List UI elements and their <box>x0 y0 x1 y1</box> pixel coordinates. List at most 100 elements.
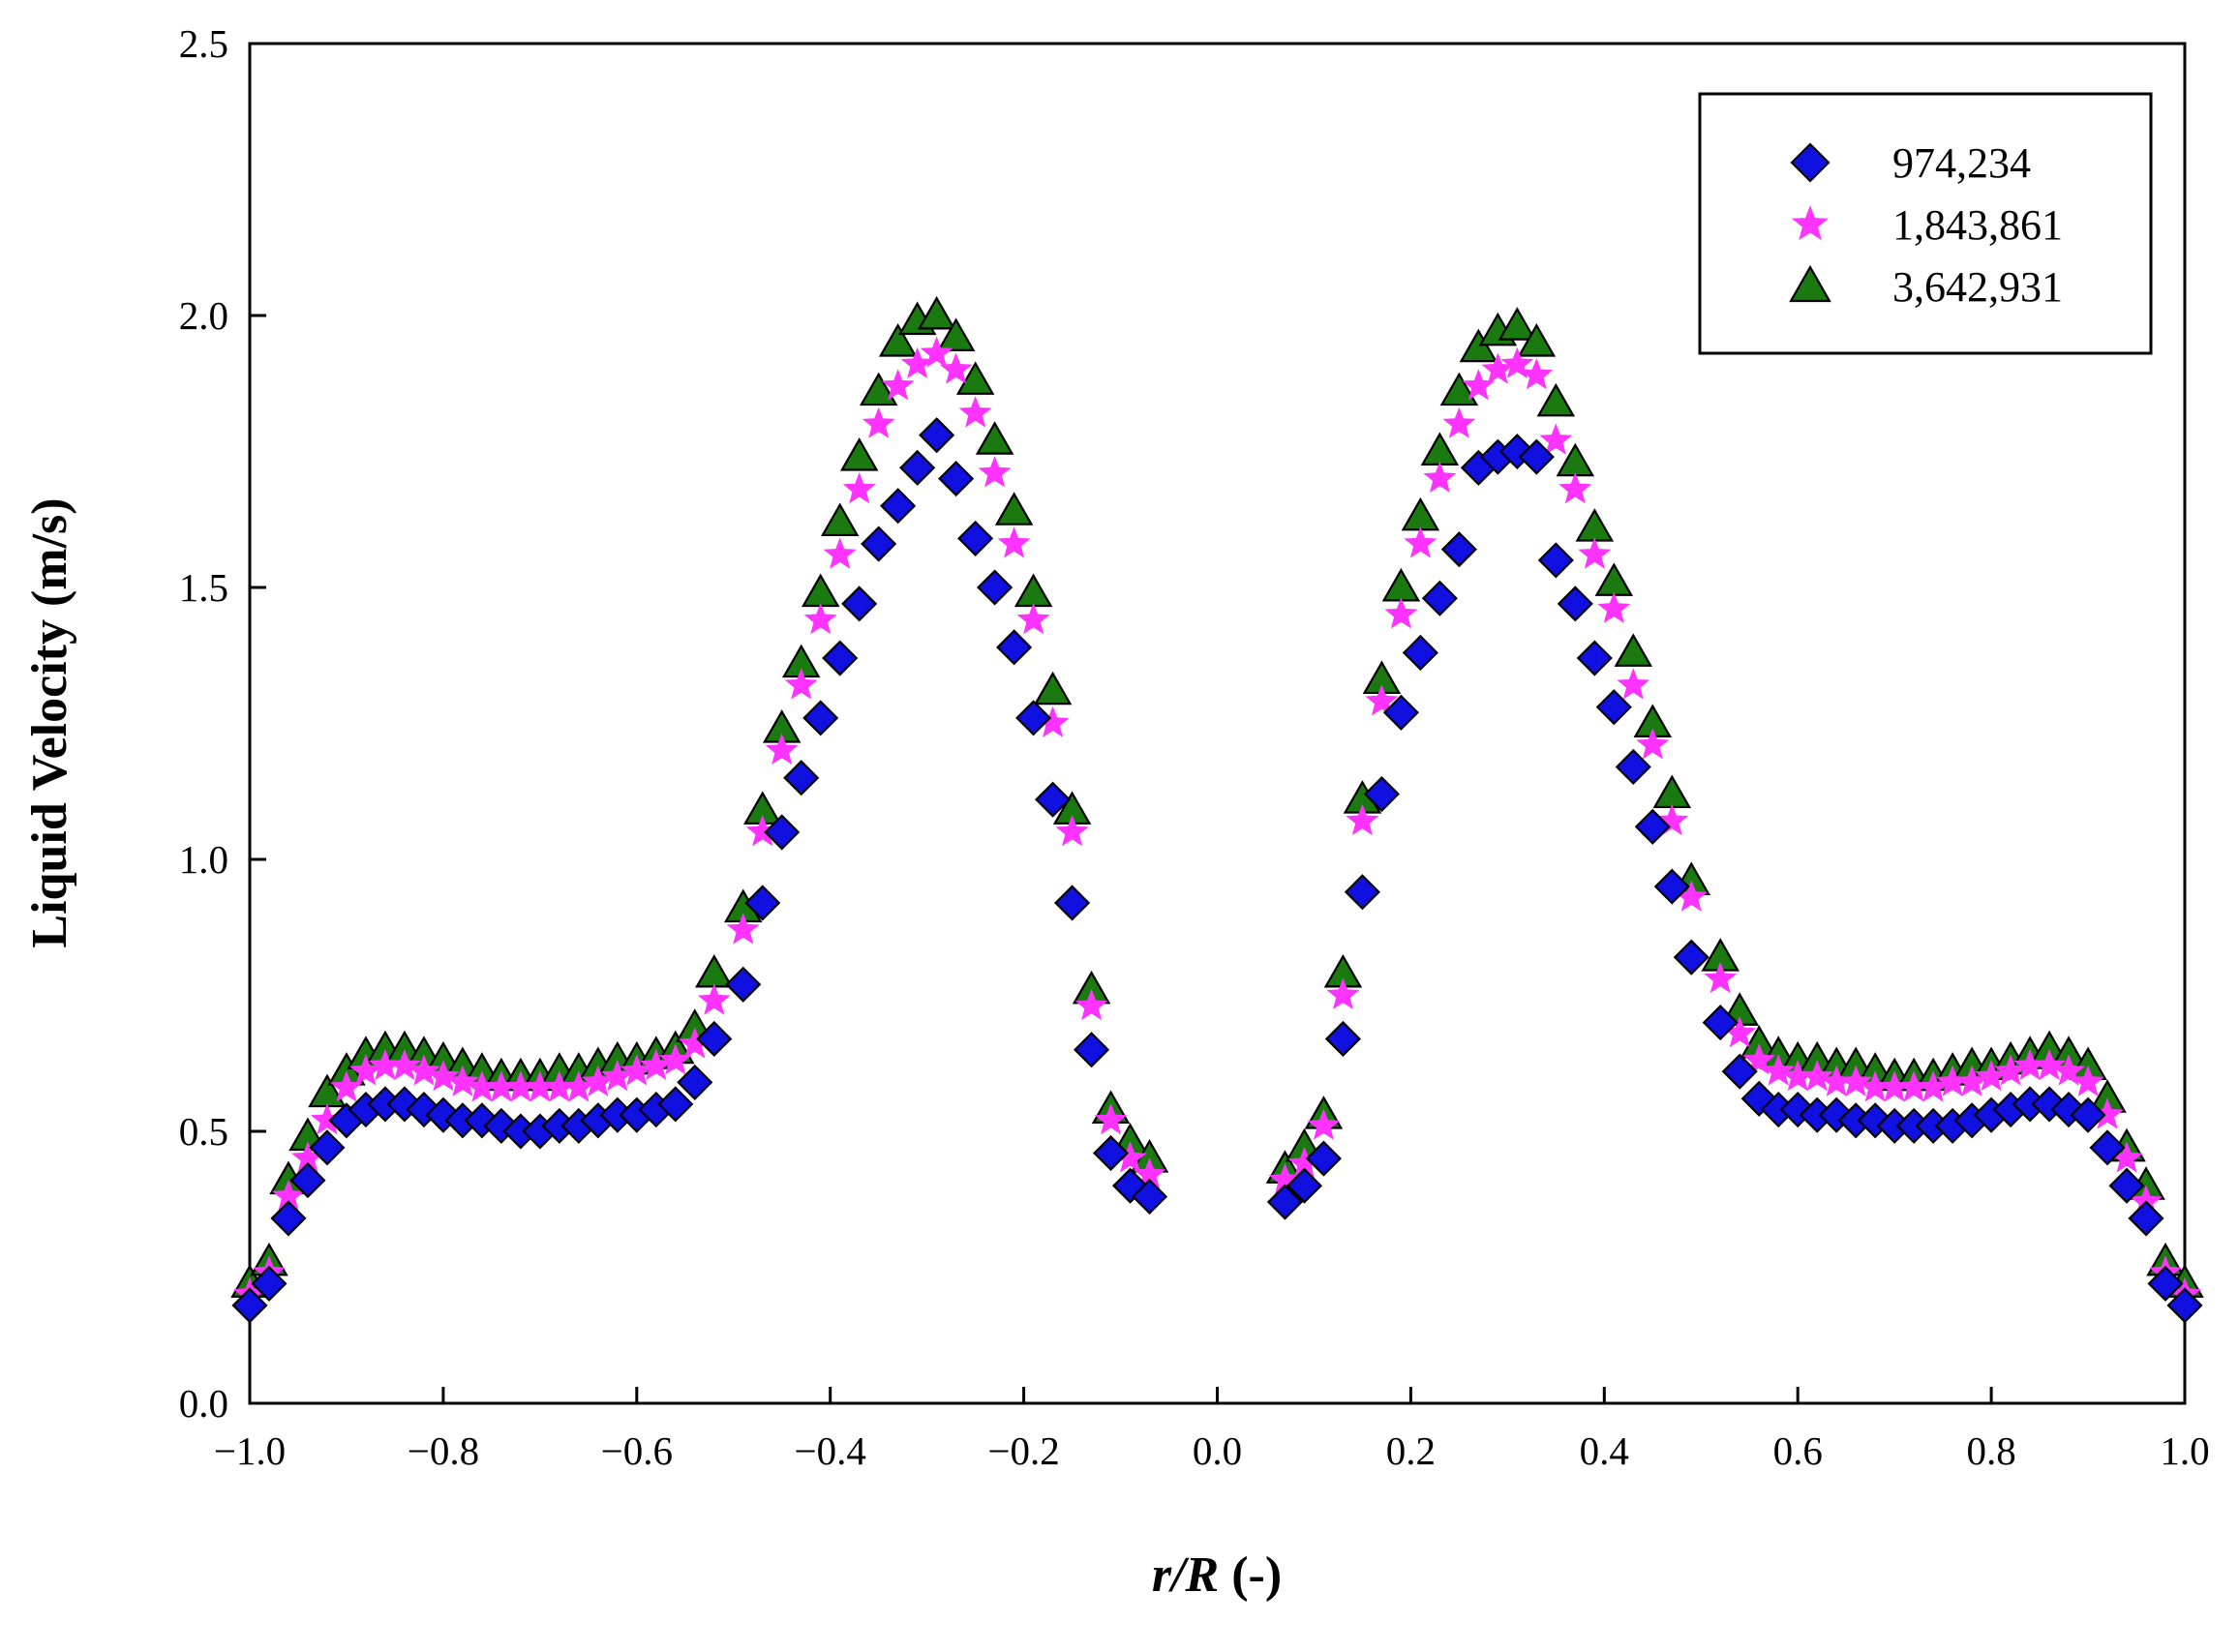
data-point-star <box>1762 1054 1796 1086</box>
data-point-star <box>1500 346 1534 378</box>
data-point-star <box>1016 602 1050 635</box>
data-point-triangle <box>1459 328 1498 363</box>
data-point-diamond <box>2166 1287 2203 1324</box>
data-point-diamond <box>2108 1167 2145 1204</box>
data-point-diamond <box>1537 542 1574 579</box>
data-point-star <box>639 1048 673 1080</box>
data-point-star <box>503 1070 537 1102</box>
data-point-star <box>1975 1060 2009 1092</box>
legend-marker-star <box>1792 205 1829 241</box>
x-tick-label: −1.0 <box>214 1428 286 1473</box>
y-tick-label: 1.0 <box>179 837 228 882</box>
data-point-star <box>958 396 992 428</box>
data-point-star <box>1878 1070 1912 1102</box>
data-point-diamond <box>1363 776 1400 813</box>
data-point-diamond <box>1673 939 1710 976</box>
data-point-diamond <box>996 629 1033 666</box>
x-tick-label: −0.6 <box>601 1428 673 1473</box>
series-layer <box>230 295 2204 1324</box>
data-point-diamond <box>1054 885 1091 921</box>
data-point-star <box>2052 1054 2085 1086</box>
data-point-triangle <box>695 953 734 988</box>
legend-marker-triangle <box>1789 264 1831 303</box>
data-point-diamond <box>1382 694 1419 731</box>
data-point-diamond <box>861 526 897 562</box>
data-point-triangle <box>917 295 956 330</box>
x-axis-title: r/R (-) <box>1152 1547 1282 1603</box>
data-point-star <box>1800 1060 1834 1092</box>
data-point-triangle <box>1014 573 1053 608</box>
data-point-diamond <box>957 520 994 556</box>
data-point-star <box>1404 526 1437 558</box>
data-point-star <box>1384 597 1418 629</box>
data-point-star <box>484 1070 518 1102</box>
data-point-diamond <box>1653 868 1690 905</box>
legend: 974,234 1,843,861 3,642,931 <box>1698 92 2153 355</box>
data-point-diamond <box>725 966 762 1003</box>
data-point-star <box>1520 358 1554 390</box>
data-point-star <box>678 1027 711 1059</box>
x-tick-label: 0.0 <box>1193 1428 1242 1473</box>
data-point-diamond <box>1615 748 1651 786</box>
x-axis-title-unit: (-) <box>1219 1547 1282 1603</box>
data-point-diamond <box>2128 1200 2164 1237</box>
data-point-star <box>1859 1070 1892 1102</box>
x-tick-label: 1.0 <box>2160 1428 2209 1473</box>
data-point-star <box>803 602 837 635</box>
data-point-star <box>939 352 973 384</box>
data-point-star <box>272 1179 305 1211</box>
series-triangle <box>230 295 2204 1298</box>
data-point-triangle <box>1536 382 1576 417</box>
data-point-triangle <box>1498 307 1537 341</box>
data-point-triangle <box>936 317 976 351</box>
x-tick-label: −0.2 <box>987 1428 1059 1473</box>
data-point-triangle <box>1420 432 1460 466</box>
data-point-star <box>369 1048 402 1080</box>
data-point-star <box>445 1065 479 1096</box>
data-point-triangle <box>839 437 879 471</box>
data-point-star <box>1074 988 1108 1021</box>
data-point-star <box>920 336 953 368</box>
data-point-diamond <box>1074 1032 1110 1068</box>
data-point-star <box>697 983 731 1015</box>
data-point-diamond <box>251 1265 287 1302</box>
data-point-triangle <box>1517 323 1557 357</box>
data-point-diamond <box>289 1162 326 1199</box>
data-point-diamond <box>938 461 975 497</box>
legend-label: 3,642,931 <box>1892 263 2063 311</box>
data-point-star <box>1578 537 1612 569</box>
data-point-diamond <box>1035 781 1072 818</box>
data-point-diamond <box>919 417 955 454</box>
x-tick-label: 0.8 <box>1966 1428 2015 1473</box>
data-point-star <box>407 1054 440 1086</box>
data-point-diamond <box>1421 580 1458 616</box>
data-point-star <box>465 1070 499 1102</box>
data-point-star <box>997 526 1031 558</box>
data-point-star <box>620 1054 653 1086</box>
data-point-star <box>1036 706 1070 737</box>
data-point-diamond <box>783 760 820 796</box>
data-point-star <box>1268 1162 1302 1194</box>
data-point-star <box>1481 352 1515 384</box>
data-point-diamond <box>822 640 859 676</box>
data-point-star <box>2013 1048 2047 1080</box>
y-axis-title: Liquid Velocity (m/s) <box>22 497 77 947</box>
data-point-triangle <box>1652 774 1692 809</box>
data-point-star <box>745 815 779 847</box>
data-point-star <box>726 913 760 945</box>
data-point-diamond <box>1286 1167 1323 1204</box>
x-tick-label: 0.2 <box>1386 1428 1436 1473</box>
data-point-triangle <box>975 421 1014 455</box>
data-point-diamond <box>841 586 878 622</box>
data-point-triangle <box>1614 633 1653 667</box>
x-axis-title-italic: r/R <box>1152 1547 1219 1603</box>
data-point-triangle <box>1401 496 1440 531</box>
data-point-star <box>900 346 934 378</box>
data-point-star <box>1597 591 1631 623</box>
data-point-star <box>784 668 818 700</box>
data-point-star <box>978 456 1012 488</box>
data-point-diamond <box>764 814 801 851</box>
data-point-diamond <box>802 700 839 736</box>
data-point-diamond <box>1634 808 1671 845</box>
